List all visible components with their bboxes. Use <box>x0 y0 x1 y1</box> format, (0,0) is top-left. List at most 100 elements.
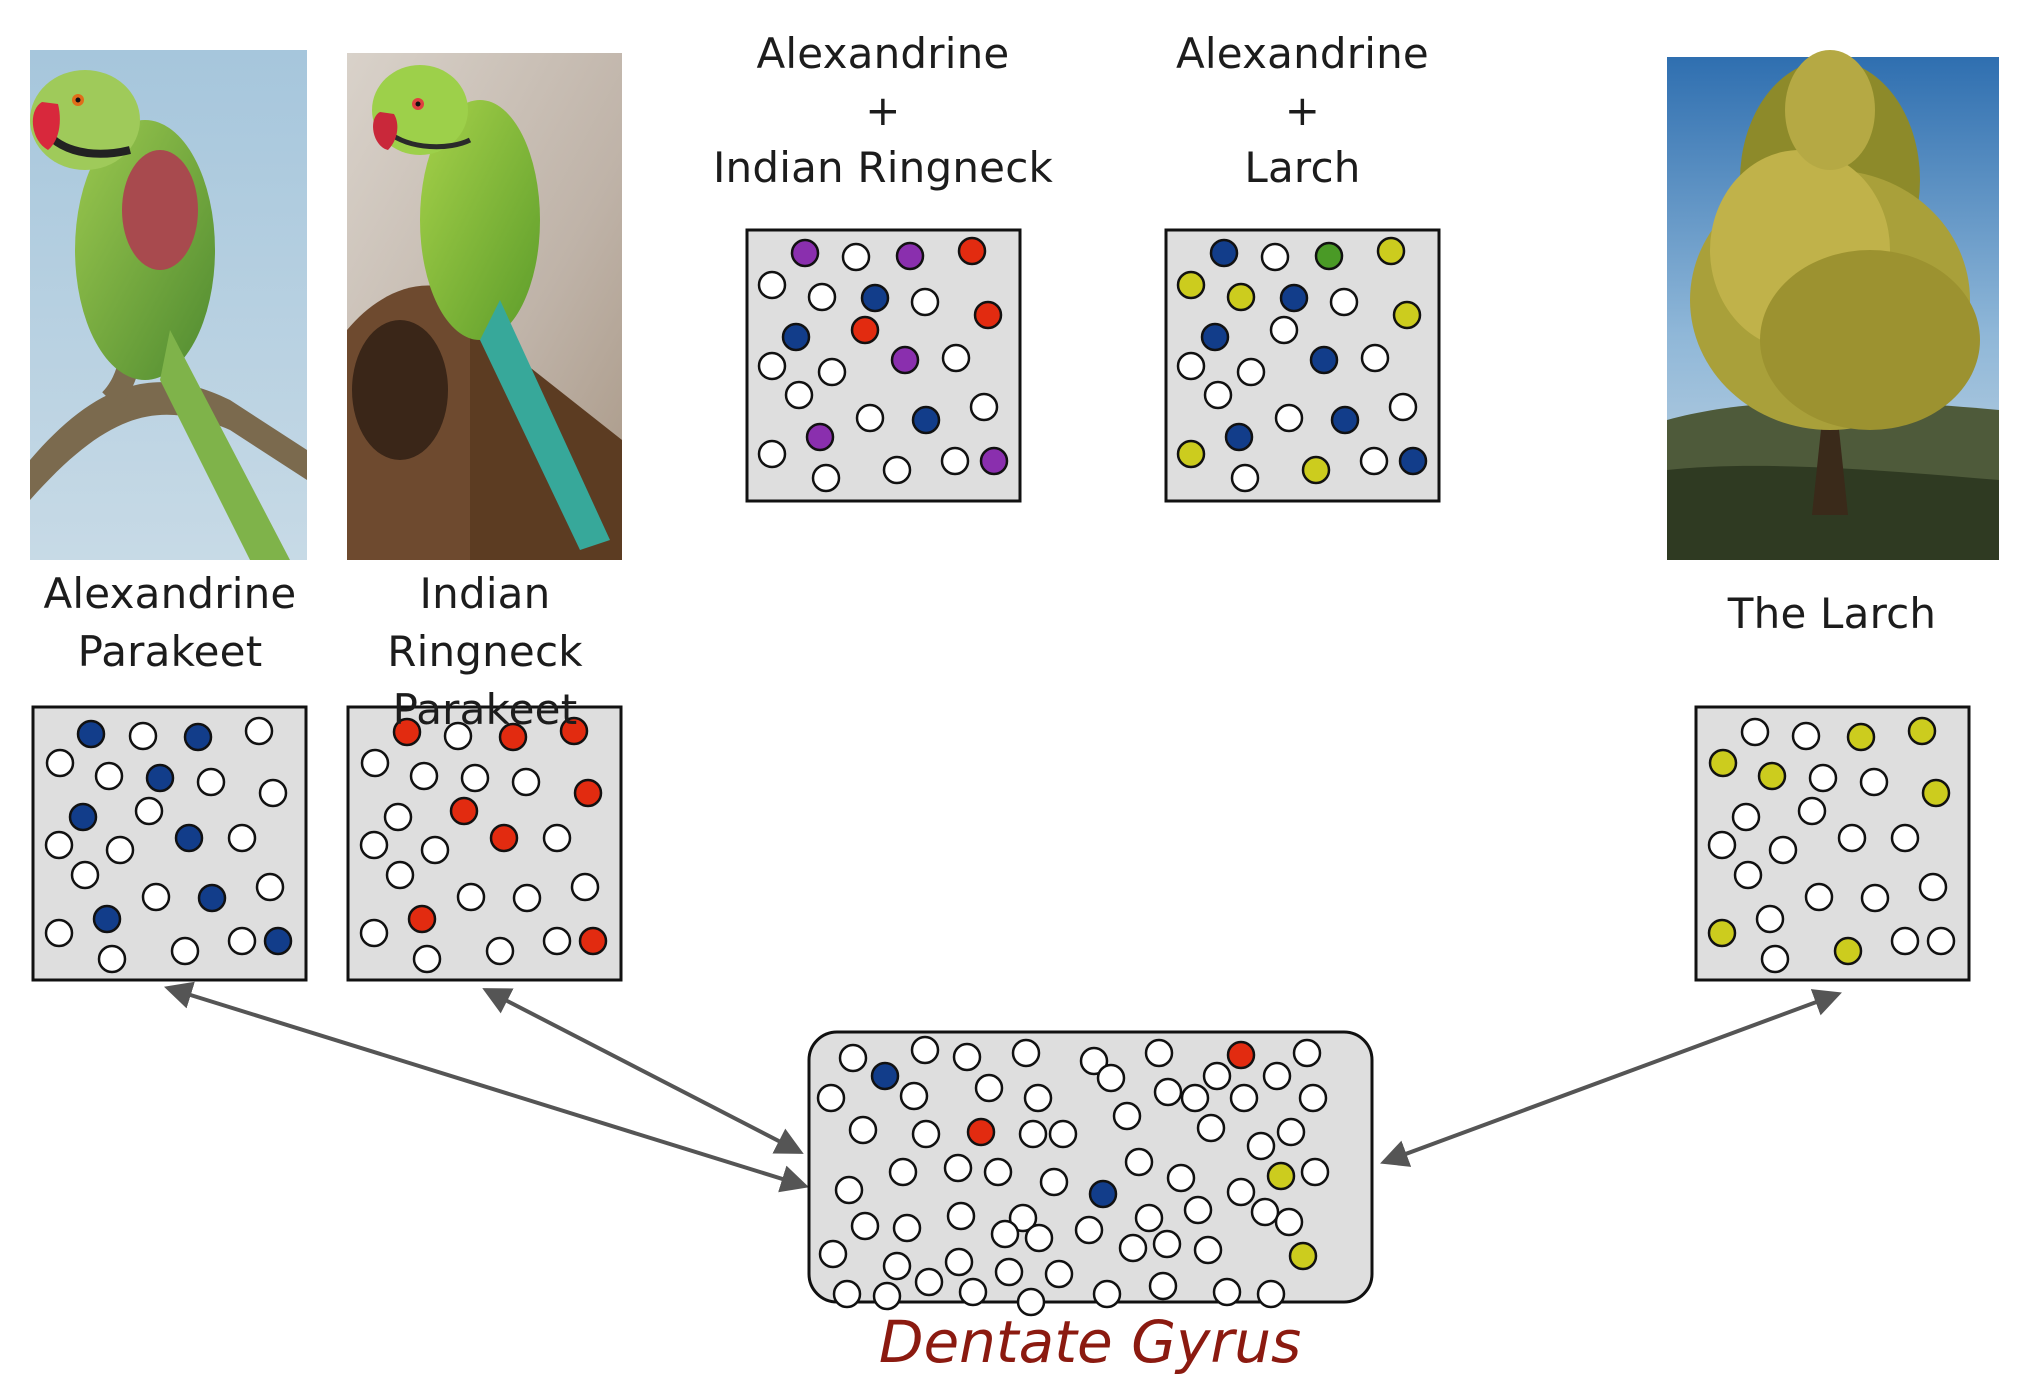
neuron-dot-blue <box>870 1061 900 1091</box>
neuron-dot-inactive <box>1860 883 1890 913</box>
neuron-dot-inactive <box>1230 463 1260 493</box>
neuron-dot-blue <box>1200 322 1230 352</box>
neuron-dot-purple <box>895 241 925 271</box>
neuron-dot-blue <box>1224 422 1254 452</box>
neuron-dot-red <box>973 300 1003 330</box>
neuron-dot-inactive <box>974 1073 1004 1103</box>
neuron-dot-inactive <box>542 926 572 956</box>
neuron-dot-yellow <box>1392 300 1422 330</box>
neuron-dot-inactive <box>1707 830 1737 860</box>
neuron-dot-inactive <box>855 403 885 433</box>
neuron-dot-inactive <box>128 721 158 751</box>
neuron-dot-red <box>407 904 437 934</box>
neuron-dot-inactive <box>412 944 442 974</box>
neuron-dot-inactive <box>1018 1119 1048 1149</box>
neuron-dot-inactive <box>1024 1223 1054 1253</box>
neuron-dot-inactive <box>1193 1235 1223 1265</box>
neuron-dot-blue <box>1279 283 1309 313</box>
neuron-dot-inactive <box>255 872 285 902</box>
neuron-dot-inactive <box>816 1083 846 1113</box>
neuron-dot-inactive <box>1256 1279 1286 1309</box>
neuron-dot-inactive <box>983 1157 1013 1187</box>
neuron-dot-inactive <box>45 748 75 778</box>
neuron-dot-inactive <box>1804 882 1834 912</box>
neuron-dot-inactive <box>784 380 814 410</box>
neuron-dot-blue <box>174 823 204 853</box>
neuron-dot-inactive <box>882 1251 912 1281</box>
neuron-dot-inactive <box>850 1211 880 1241</box>
neuron-dot-inactive <box>511 767 541 797</box>
neuron-dot-inactive <box>1196 1113 1226 1143</box>
neuron-dot-inactive <box>44 918 74 948</box>
neuron-dot-inactive <box>94 761 124 791</box>
neuron-dot-inactive <box>1755 904 1785 934</box>
neuron-dot-inactive <box>1016 1287 1046 1317</box>
neuron-dot-inactive <box>1202 1061 1232 1091</box>
ringneck-activity-panel <box>346 705 623 982</box>
ringneck-parakeet-label: Indian Ringneck Parakeet <box>320 565 650 739</box>
neuron-dot-inactive <box>420 835 450 865</box>
neuron-dot-inactive <box>1048 1119 1078 1149</box>
neuron-dot-inactive <box>512 883 542 913</box>
neuron-dot-inactive <box>1011 1038 1041 1068</box>
neuron-dot-red <box>573 778 603 808</box>
neuron-dot-inactive <box>1008 1203 1038 1233</box>
neuron-dot-inactive <box>832 1279 862 1309</box>
neuron-dot-inactive <box>360 748 390 778</box>
neuron-dot-inactive <box>941 343 971 373</box>
neuron-dot-blue <box>1398 446 1428 476</box>
neuron-dot-red <box>850 315 880 345</box>
neuron-dot-red <box>449 796 479 826</box>
neuron-dot-yellow <box>1376 236 1406 266</box>
alexandrine-parakeet-photo <box>30 50 307 560</box>
neuron-dot-inactive <box>1298 1083 1328 1113</box>
neuron-dot-purple <box>890 345 920 375</box>
neuron-dot-inactive <box>1269 315 1299 345</box>
neuron-dot-inactive <box>97 944 127 974</box>
dentate-gyrus-panel <box>807 1030 1374 1317</box>
neuron-dot-red <box>966 1117 996 1147</box>
neuron-dot-inactive <box>910 287 940 317</box>
alexandrine-larch-activity-panel <box>1164 228 1441 503</box>
neuron-dot-inactive <box>1226 1177 1256 1207</box>
neuron-dot-inactive <box>460 763 490 793</box>
dentate-gyrus-label: Dentate Gyrus <box>878 1308 1302 1376</box>
neuron-dot-inactive <box>227 926 257 956</box>
neuron-dot-inactive <box>1236 357 1266 387</box>
indian-ringneck-parakeet-photo <box>347 53 622 560</box>
alexandrine-larch-label: Alexandrine + Larch <box>1130 25 1475 196</box>
neuron-dot-yellow <box>1288 1241 1318 1271</box>
neuron-dot-inactive <box>170 936 200 966</box>
neuron-dot-inactive <box>1079 1046 1109 1076</box>
neuron-dot-inactive <box>1918 872 1948 902</box>
neuron-dot-blue <box>68 802 98 832</box>
neuron-dot-yellow <box>1226 282 1256 312</box>
neuron-dot-blue <box>76 719 106 749</box>
neuron-dot-inactive <box>1074 1215 1104 1245</box>
neuron-dot-inactive <box>1246 1131 1276 1161</box>
neuron-dot-blue <box>145 763 175 793</box>
neuron-dot-inactive <box>882 455 912 485</box>
neuron-dot-inactive <box>1837 823 1867 853</box>
neuron-dot-red <box>559 716 589 746</box>
neuron-dot-inactive <box>1023 1083 1053 1113</box>
neuron-dot-inactive <box>141 882 171 912</box>
neuron-dot-inactive <box>1118 1233 1148 1263</box>
neuron-dot-red <box>498 722 528 752</box>
neuron-dot-inactive <box>1360 343 1390 373</box>
neuron-dot-inactive <box>244 716 274 746</box>
neuron-dot-inactive <box>383 802 413 832</box>
neuron-dot-inactive <box>811 463 841 493</box>
neuron-dot-inactive <box>848 1115 878 1145</box>
neuron-dot-blue <box>92 904 122 934</box>
neuron-dot-inactive <box>1044 1259 1074 1289</box>
neuron-dot-inactive <box>1180 1083 1210 1113</box>
label-line: Alexandrine <box>756 29 1010 78</box>
neuron-dot-yellow <box>1757 761 1787 791</box>
neuron-dot-blue <box>860 283 890 313</box>
larch-label: The Larch <box>1680 585 1984 643</box>
label-line: Parakeet <box>392 685 578 734</box>
label-line: Indian Ringneck <box>387 569 583 676</box>
neuron-dot-inactive <box>1300 1157 1330 1187</box>
neuron-dot-blue <box>183 722 213 752</box>
